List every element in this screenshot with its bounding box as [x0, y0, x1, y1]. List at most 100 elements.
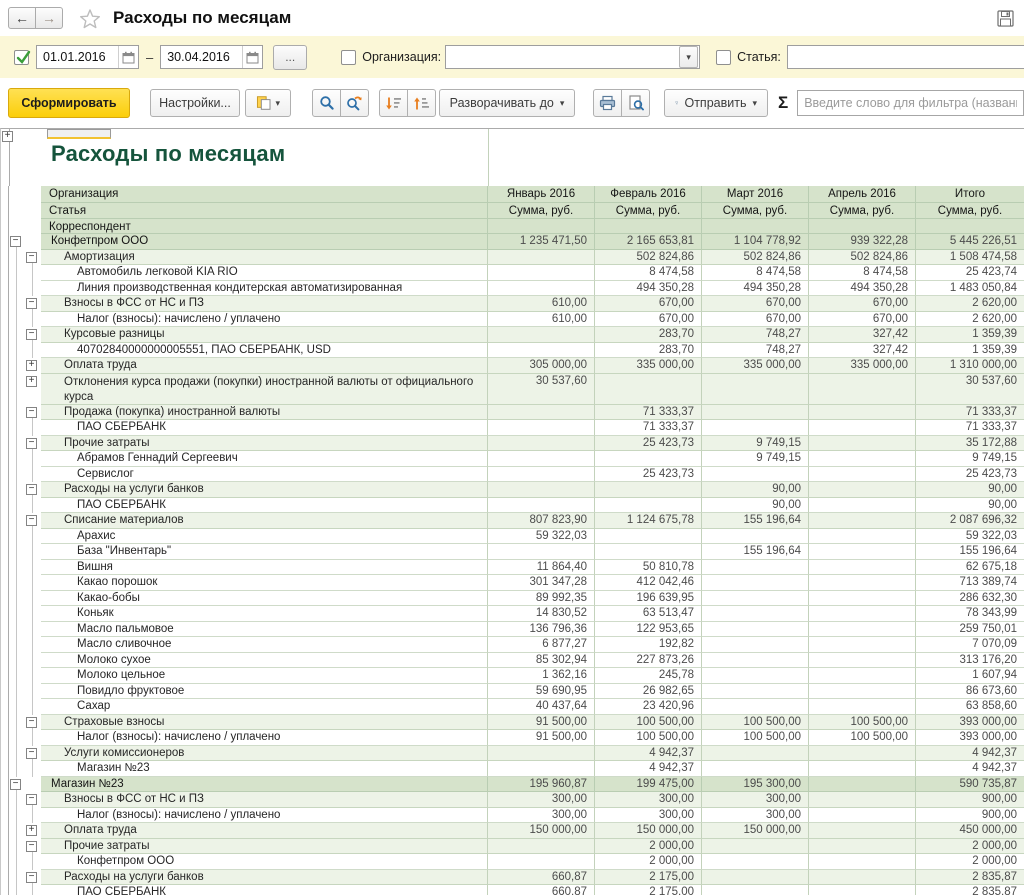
value-cell[interactable]: 150 000,00	[595, 823, 702, 839]
row-label[interactable]: ПАО СБЕРБАНК	[41, 420, 488, 436]
row-label[interactable]: Прочие затраты	[41, 435, 488, 451]
value-cell[interactable]: 494 350,28	[702, 280, 809, 296]
value-cell[interactable]: 2 835,87	[916, 885, 1024, 895]
column-header-cell[interactable]	[488, 219, 595, 234]
value-cell[interactable]	[809, 807, 916, 823]
value-cell[interactable]	[809, 761, 916, 777]
value-cell[interactable]	[702, 528, 809, 544]
value-cell[interactable]: 2 835,87	[916, 869, 1024, 885]
value-cell[interactable]	[702, 885, 809, 895]
find-button[interactable]	[312, 89, 341, 117]
value-cell[interactable]: 100 500,00	[702, 730, 809, 746]
value-cell[interactable]	[809, 528, 916, 544]
value-cell[interactable]: 1 362,16	[488, 668, 595, 684]
collapse-expander[interactable]: −	[26, 515, 37, 526]
row-label[interactable]: Арахис	[41, 528, 488, 544]
row-label[interactable]: Налог (взносы): начислено / уплачено	[41, 730, 488, 746]
row-label[interactable]: Сервислог	[41, 466, 488, 482]
value-cell[interactable]: 85 302,94	[488, 652, 595, 668]
value-cell[interactable]	[595, 497, 702, 513]
row-label[interactable]: Налог (взносы): начислено / уплачено	[41, 311, 488, 327]
sort-ascending-button[interactable]	[407, 89, 436, 117]
quick-filter-input[interactable]	[797, 90, 1024, 116]
value-cell[interactable]	[702, 637, 809, 653]
value-cell[interactable]	[702, 559, 809, 575]
value-cell[interactable]: 300,00	[595, 792, 702, 808]
value-cell[interactable]	[488, 280, 595, 296]
value-cell[interactable]: 14 830,52	[488, 606, 595, 622]
value-cell[interactable]	[809, 652, 916, 668]
value-cell[interactable]: 1 104 778,92	[702, 234, 809, 250]
value-cell[interactable]: 23 420,96	[595, 699, 702, 715]
row-label[interactable]: Коньяк	[41, 606, 488, 622]
value-cell[interactable]	[488, 482, 595, 498]
value-cell[interactable]: 7 070,09	[916, 637, 1024, 653]
value-cell[interactable]	[488, 327, 595, 343]
value-cell[interactable]: 8 474,58	[702, 265, 809, 281]
value-cell[interactable]: 71 333,37	[916, 404, 1024, 420]
value-cell[interactable]: 192,82	[595, 637, 702, 653]
expand-to-button[interactable]: Разворачивать до ▾	[439, 89, 575, 117]
expand-expander[interactable]: +	[26, 825, 37, 836]
row-label[interactable]: Какао порошок	[41, 575, 488, 591]
value-cell[interactable]: 100 500,00	[595, 730, 702, 746]
value-cell[interactable]: 300,00	[595, 807, 702, 823]
row-label[interactable]: Автомобиль легковой KIA RIO	[41, 265, 488, 281]
value-cell[interactable]	[488, 404, 595, 420]
value-cell[interactable]: 6 877,27	[488, 637, 595, 653]
row-label[interactable]: Оплата труда	[41, 823, 488, 839]
value-cell[interactable]: 590 735,87	[916, 776, 1024, 792]
row-label[interactable]: Страховые взносы	[41, 714, 488, 730]
value-cell[interactable]	[488, 745, 595, 761]
value-cell[interactable]: 670,00	[595, 311, 702, 327]
collapse-expander[interactable]: −	[26, 840, 37, 852]
print-preview-button[interactable]	[621, 89, 650, 117]
value-cell[interactable]	[702, 575, 809, 591]
value-cell[interactable]	[809, 420, 916, 436]
value-cell[interactable]: 90,00	[702, 497, 809, 513]
value-cell[interactable]	[702, 466, 809, 482]
value-cell[interactable]: 2 620,00	[916, 311, 1024, 327]
favorite-star-button[interactable]	[79, 8, 101, 29]
value-cell[interactable]: 25 423,74	[916, 265, 1024, 281]
value-cell[interactable]: 9 749,15	[916, 451, 1024, 467]
value-cell[interactable]	[488, 466, 595, 482]
row-label[interactable]: Повидло фруктовое	[41, 683, 488, 699]
value-cell[interactable]	[809, 451, 916, 467]
value-cell[interactable]: 807 823,90	[488, 513, 595, 529]
value-cell[interactable]	[702, 761, 809, 777]
value-cell[interactable]: 100 500,00	[809, 714, 916, 730]
selected-cell-cursor[interactable]	[47, 129, 111, 139]
value-cell[interactable]: 610,00	[488, 311, 595, 327]
row-label[interactable]: ПАО СБЕРБАНК	[41, 885, 488, 895]
value-cell[interactable]: 8 474,58	[595, 265, 702, 281]
value-cell[interactable]: 393 000,00	[916, 714, 1024, 730]
settings-button[interactable]: Настройки...	[150, 89, 240, 117]
value-cell[interactable]: 50 810,78	[595, 559, 702, 575]
autosum-button[interactable]: Σ	[778, 93, 789, 112]
value-cell[interactable]	[702, 420, 809, 436]
value-cell[interactable]: 40 437,64	[488, 699, 595, 715]
value-cell[interactable]: 4 942,37	[595, 745, 702, 761]
value-cell[interactable]: 670,00	[595, 296, 702, 312]
value-cell[interactable]	[809, 792, 916, 808]
row-label[interactable]: Прочие затраты	[41, 838, 488, 854]
value-cell[interactable]	[702, 668, 809, 684]
row-label[interactable]: База "Инвентарь"	[41, 544, 488, 560]
value-cell[interactable]	[809, 482, 916, 498]
value-cell[interactable]: 155 196,64	[702, 513, 809, 529]
value-cell[interactable]: 78 343,99	[916, 606, 1024, 622]
value-cell[interactable]: 122 953,65	[595, 621, 702, 637]
value-cell[interactable]	[702, 699, 809, 715]
value-cell[interactable]: 748,27	[702, 327, 809, 343]
value-cell[interactable]: 91 500,00	[488, 714, 595, 730]
value-cell[interactable]: 100 500,00	[595, 714, 702, 730]
value-cell[interactable]: 2 087 696,32	[916, 513, 1024, 529]
value-cell[interactable]	[488, 854, 595, 870]
value-cell[interactable]: 2 000,00	[916, 838, 1024, 854]
value-cell[interactable]: 748,27	[702, 342, 809, 358]
value-cell[interactable]	[809, 683, 916, 699]
column-header-cell[interactable]	[595, 219, 702, 234]
send-button[interactable]: Отправить ▾	[664, 89, 768, 117]
value-cell[interactable]	[809, 466, 916, 482]
